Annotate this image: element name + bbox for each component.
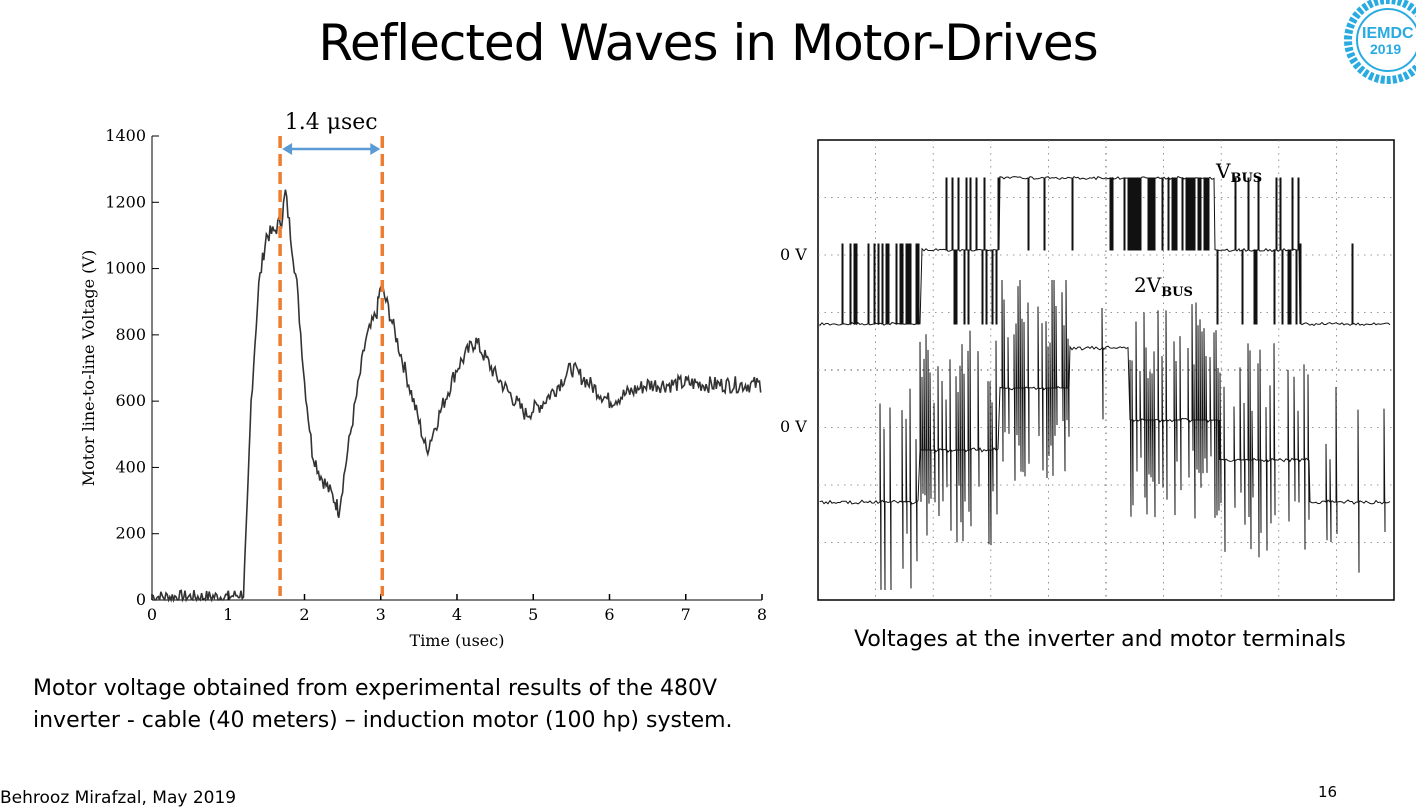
y-tick-label: 1400 [105, 126, 146, 145]
y-tick-label: 1000 [105, 259, 146, 278]
left-caption: Motor voltage obtained from experimental… [33, 673, 793, 737]
y-tick-label: 600 [115, 391, 146, 410]
slide-title: Reflected Waves in Motor-Drives [318, 14, 1098, 72]
zero-label-top: 0 V [780, 245, 807, 264]
page-number: 16 [1318, 783, 1338, 801]
logo-text: IEMDC [1362, 25, 1414, 42]
x-tick-label: 8 [757, 605, 767, 624]
annotation-label: 1.4 μsec [285, 110, 378, 135]
right-caption: Voltages at the inverter and motor termi… [854, 627, 1346, 652]
y-tick-label: 0 [136, 590, 146, 609]
logo-year: 2019 [1370, 41, 1401, 57]
left-caption-line1: Motor voltage obtained from experimental… [33, 676, 718, 701]
x-tick-label: 4 [452, 605, 462, 624]
chart-axes [151, 136, 762, 601]
x-tick-label: 7 [681, 605, 691, 624]
x-tick-label: 1 [223, 605, 233, 624]
y-tick-label: 1200 [105, 192, 146, 211]
vbus-sub: BUS [1230, 171, 1262, 186]
arrow-head-right [370, 143, 381, 155]
inverter-voltage-trace [819, 175, 1391, 327]
author: Behrooz Mirafzal, May 2019 [0, 788, 237, 808]
y-axis-label: Motor line-to-line Voltage (V) [79, 250, 98, 486]
x-tick-label: 6 [604, 605, 614, 624]
oscilloscope-chart: 0 V 0 V VBUS 2VBUS [780, 139, 1395, 601]
x-tick-label: 5 [528, 605, 538, 624]
voltage-line [151, 189, 762, 604]
y-tick-label: 800 [115, 325, 146, 344]
iemdc-logo: IEMDC 2019 [1344, 0, 1416, 84]
2vbus-sub: BUS [1161, 285, 1193, 300]
zero-label-bottom: 0 V [780, 417, 807, 436]
x-axis-label: Time (usec) [410, 631, 505, 650]
motor-voltage-chart: 0 200 400 600 800 1000 1200 1400 0 1 2 3 4 5 6 7 8 1.4 … [79, 110, 767, 650]
left-caption-line2: inverter - cable (40 meters) – induction… [33, 708, 733, 733]
x-tick-labels: 0 1 2 3 4 5 6 7 8 [147, 594, 767, 624]
x-tick-label: 2 [299, 605, 309, 624]
x-tick-label: 0 [147, 605, 157, 624]
vbus-label: VBUS [1215, 159, 1262, 186]
annotation-markers [278, 136, 385, 596]
2vbus-label: 2VBUS [1134, 273, 1193, 300]
y-tick-labels: 0 200 400 600 800 1000 1200 1400 [105, 126, 159, 609]
y-tick-label: 200 [115, 524, 146, 543]
motor-voltage-trace [819, 279, 1391, 591]
vbus-v: V [1215, 159, 1231, 183]
x-tick-label: 3 [376, 605, 386, 624]
2vbus-v: 2V [1134, 273, 1162, 297]
y-tick-label: 400 [115, 457, 146, 476]
arrow-head-left [282, 143, 293, 155]
